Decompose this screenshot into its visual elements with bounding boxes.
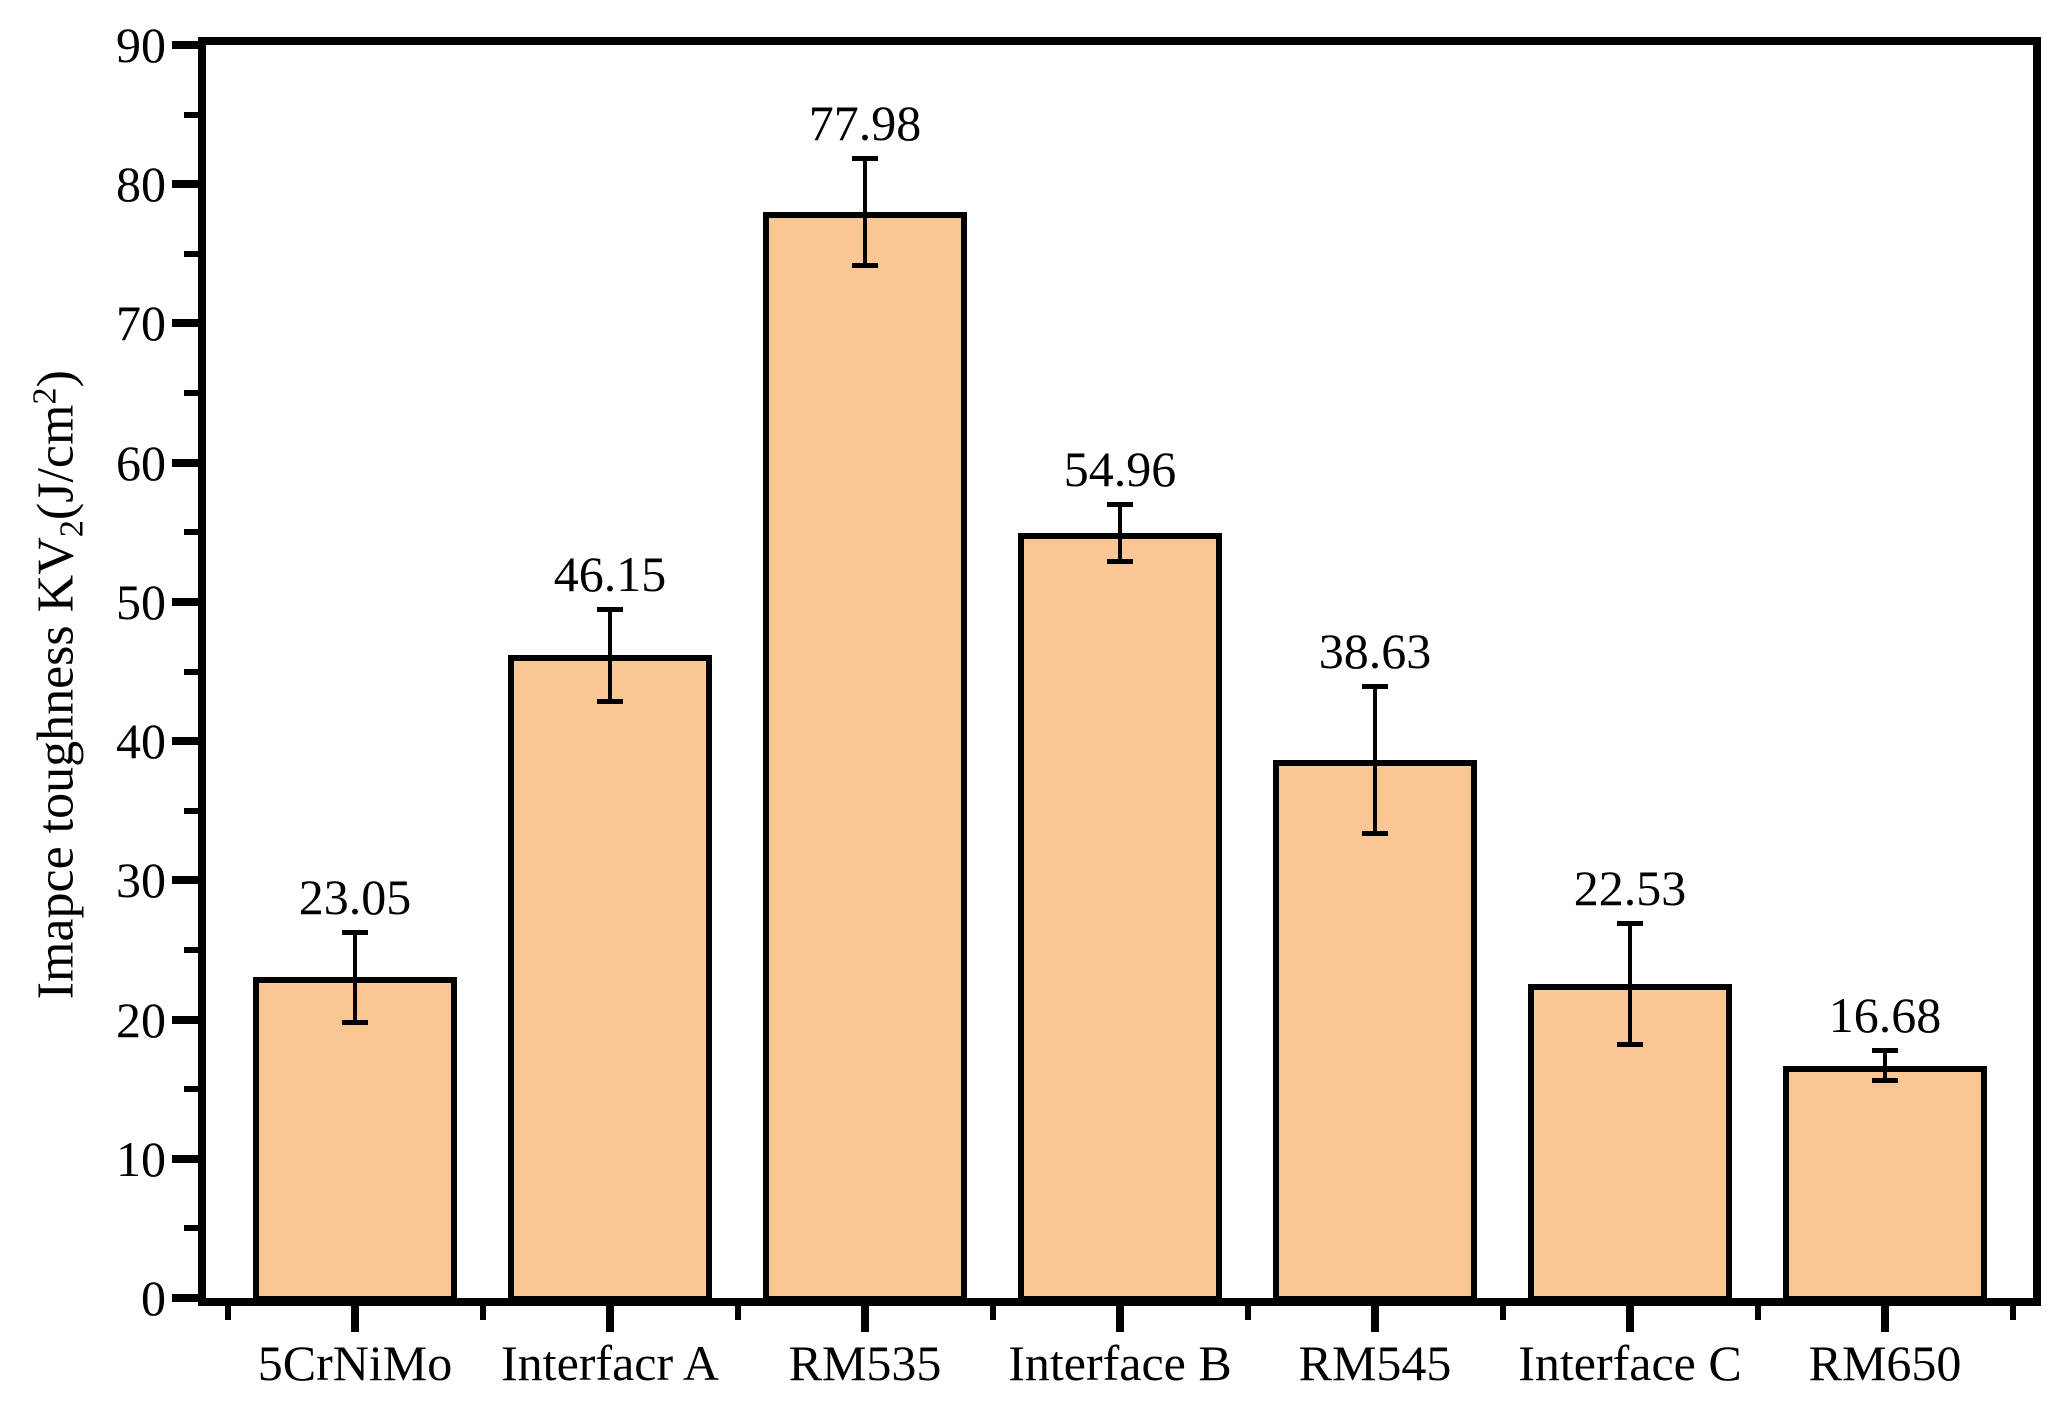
x-tick-label: 5CrNiMo [257, 1335, 453, 1391]
y-tick-label: 30 [116, 852, 166, 909]
y-tick-label: 80 [116, 156, 166, 213]
x-tick-label: Interfacr A [501, 1335, 719, 1391]
x-minor-tick [734, 1306, 741, 1320]
error-bar-cap-top [852, 156, 878, 162]
y-tick-label: 20 [116, 991, 166, 1048]
x-minor-tick [479, 1306, 486, 1320]
y-minor-tick [184, 250, 198, 257]
error-bar-cap-top [597, 606, 623, 612]
error-bar-cap-bottom [1617, 1042, 1643, 1048]
y-major-tick [172, 1154, 198, 1163]
y-minor-tick [184, 390, 198, 397]
y-minor-tick [184, 668, 198, 675]
error-bar-cap-bottom [852, 263, 878, 269]
y-tick-label: 70 [116, 295, 166, 352]
x-tick-label: RM545 [1298, 1335, 1452, 1391]
y-major-tick [172, 319, 198, 328]
y-tick-label: 10 [116, 1130, 166, 1187]
error-bar-cap-bottom [1362, 831, 1388, 837]
error-bar-line [608, 609, 612, 702]
y-axis-title-part: 2 [25, 387, 64, 405]
error-bar-cap-top [1617, 921, 1643, 927]
bar-5crnimo [253, 977, 457, 1302]
error-bar-line [1373, 687, 1377, 834]
error-bar-line [1628, 924, 1632, 1045]
y-axis-title-part: 2 [52, 520, 91, 538]
x-major-tick [1116, 1306, 1124, 1332]
x-tick-label: Interface C [1518, 1335, 1742, 1391]
bar-value-label: 46.15 [553, 545, 667, 602]
y-minor-tick [184, 807, 198, 814]
y-tick-label: 50 [116, 573, 166, 630]
x-major-tick [351, 1306, 359, 1332]
bar-value-label: 22.53 [1573, 860, 1687, 917]
x-major-tick [861, 1306, 869, 1332]
plot-area [198, 37, 2041, 1306]
error-bar-cap-bottom [597, 699, 623, 705]
bar-rm650 [1783, 1065, 1987, 1302]
x-major-tick [1881, 1306, 1889, 1332]
error-bar-cap-top [1107, 501, 1133, 507]
error-bar-cap-top [342, 929, 368, 935]
bar-interfacr-a [508, 655, 712, 1302]
bar-interface-b [1018, 532, 1222, 1302]
y-minor-tick [184, 529, 198, 536]
error-bar-cap-bottom [342, 1019, 368, 1025]
bar-value-label: 23.05 [298, 868, 412, 925]
x-minor-tick [1754, 1306, 1761, 1320]
y-major-tick [172, 1294, 198, 1302]
error-bar-line [353, 932, 357, 1022]
x-minor-tick [1244, 1306, 1251, 1320]
x-minor-tick [1499, 1306, 1506, 1320]
y-major-tick [172, 180, 198, 189]
x-major-tick [1626, 1306, 1634, 1332]
y-major-tick [172, 1015, 198, 1024]
bar-value-label: 16.68 [1828, 987, 1942, 1044]
x-minor-tick [224, 1306, 231, 1320]
y-tick-label: 60 [116, 434, 166, 491]
error-bar-cap-top [1872, 1048, 1898, 1054]
y-minor-tick [184, 111, 198, 118]
bar-rm545 [1273, 760, 1477, 1302]
x-minor-tick [989, 1306, 996, 1320]
bar-value-label: 38.63 [1318, 623, 1432, 680]
x-major-tick [1371, 1306, 1379, 1332]
error-bar-cap-top [1362, 684, 1388, 690]
x-major-tick [606, 1306, 614, 1332]
error-bar-cap-bottom [1107, 558, 1133, 564]
error-bar-line [863, 159, 867, 266]
x-tick-label: Interface B [1008, 1335, 1232, 1391]
error-bar-line [1883, 1051, 1887, 1081]
y-major-tick [172, 458, 198, 467]
y-major-tick [172, 597, 198, 606]
error-bar-line [1118, 504, 1122, 561]
y-major-tick [172, 737, 198, 746]
y-minor-tick [184, 946, 198, 953]
x-tick-label: RM535 [788, 1335, 942, 1391]
y-minor-tick [184, 1225, 198, 1232]
y-minor-tick [184, 1086, 198, 1093]
bar-rm535 [763, 212, 967, 1302]
error-bar-cap-bottom [1872, 1078, 1898, 1084]
y-tick-label: 0 [141, 1270, 166, 1326]
y-axis-title-part: ) [27, 370, 85, 388]
y-major-tick [172, 41, 198, 49]
x-tick-label: RM650 [1808, 1335, 1962, 1391]
y-tick-label: 40 [116, 713, 166, 770]
bar-value-label: 77.98 [808, 95, 922, 152]
y-major-tick [172, 876, 198, 885]
x-minor-tick [2009, 1306, 2016, 1320]
bar-value-label: 54.96 [1063, 440, 1177, 497]
y-tick-label: 90 [116, 17, 166, 73]
